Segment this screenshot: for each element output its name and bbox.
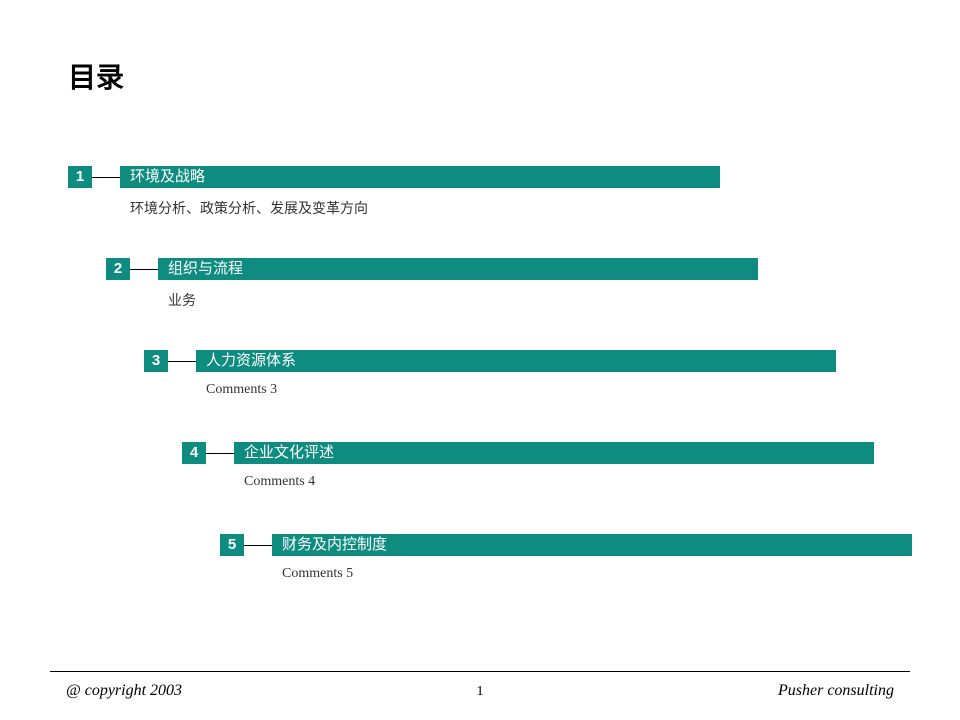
footer-brand: Pusher consulting: [778, 682, 894, 700]
toc-number: 2: [106, 258, 130, 280]
toc-connector: [244, 534, 272, 556]
toc-comment: Comments 4: [244, 474, 315, 490]
toc-number: 1: [68, 166, 92, 188]
toc-comment: 业务: [168, 290, 196, 310]
page-title: 目录: [68, 56, 124, 96]
toc-title-bar: 人力资源体系: [196, 350, 836, 372]
toc-number: 4: [182, 442, 206, 464]
toc-item-5: 5财务及内控制度Comments 5: [220, 534, 912, 556]
toc-item-4: 4企业文化评述Comments 4: [182, 442, 874, 464]
toc-connector: [168, 350, 196, 372]
toc-item-2: 2组织与流程业务: [106, 258, 758, 280]
toc-comment: Comments 5: [282, 566, 353, 582]
toc-title-bar: 财务及内控制度: [272, 534, 912, 556]
toc-number: 5: [220, 534, 244, 556]
toc-title-bar: 组织与流程: [158, 258, 758, 280]
toc-number: 3: [144, 350, 168, 372]
footer-divider: [50, 671, 910, 672]
toc-connector: [130, 258, 158, 280]
toc-item-3: 3人力资源体系Comments 3: [144, 350, 836, 372]
toc-comment: 环境分析、政策分析、发展及变革方向: [130, 198, 368, 218]
toc-title-bar: 环境及战略: [120, 166, 720, 188]
toc-comment: Comments 3: [206, 382, 277, 398]
toc-item-1: 1环境及战略环境分析、政策分析、发展及变革方向: [68, 166, 720, 188]
toc-title-bar: 企业文化评述: [234, 442, 874, 464]
toc-connector: [92, 166, 120, 188]
toc-connector: [206, 442, 234, 464]
